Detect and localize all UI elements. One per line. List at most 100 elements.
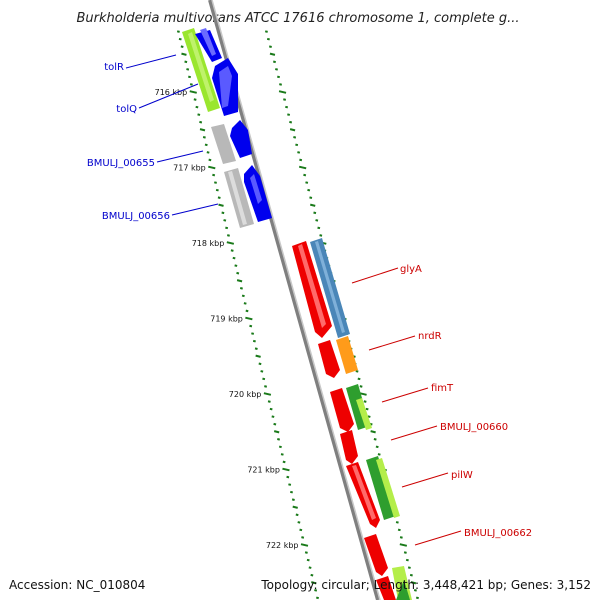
minor-tick	[199, 128, 206, 132]
minor-tick	[268, 45, 272, 48]
minor-tick	[288, 483, 292, 486]
minor-tick	[293, 136, 297, 139]
minor-tick	[199, 120, 203, 124]
label-tolR[interactable]: tolR	[104, 62, 124, 73]
minor-tick	[310, 573, 314, 577]
minor-tick	[375, 445, 379, 449]
major-tick	[282, 467, 290, 472]
minor-tick	[218, 203, 224, 207]
minor-tick	[410, 581, 417, 585]
minor-tick	[291, 498, 295, 501]
minor-tick	[311, 581, 317, 585]
minor-tick	[188, 75, 192, 79]
minor-tick	[303, 173, 307, 177]
minor-tick	[377, 453, 381, 456]
label-tolQ[interactable]: tolQ	[116, 104, 137, 115]
minor-tick	[277, 75, 280, 79]
minor-tick	[415, 596, 419, 600]
minor-tick	[308, 566, 312, 569]
minor-tick	[295, 143, 299, 147]
minor-tick	[315, 219, 319, 222]
minor-tick	[304, 551, 308, 554]
minor-tick	[397, 528, 401, 532]
minor-tick	[204, 143, 208, 147]
minor-tick	[206, 151, 210, 154]
minor-tick	[258, 362, 262, 366]
minor-tick	[260, 370, 264, 373]
minor-tick	[357, 377, 361, 381]
minor-tick	[189, 83, 193, 86]
gene-labels-plus: glyA nrdR fimT BMULJ_00660 pilW BMULJ_00…	[351, 264, 532, 546]
minor-tick	[305, 181, 309, 184]
cog-strip-BMULJ_00655	[211, 124, 236, 164]
tick-label-717: 717 kbp	[173, 164, 206, 173]
gene-BMULJ_00662[interactable]	[364, 534, 388, 576]
accession-text: Accession: NC_010804	[9, 578, 146, 592]
minor-tick	[370, 430, 376, 434]
minor-tick	[275, 68, 278, 71]
minor-tick	[363, 400, 367, 403]
minor-tick	[195, 105, 199, 109]
minor-tick	[249, 324, 253, 328]
minor-tick	[178, 37, 182, 41]
minor-tick	[243, 302, 247, 305]
minor-tick	[176, 30, 180, 33]
minor-tick	[317, 226, 321, 230]
minor-tick	[319, 234, 323, 237]
minor-tick	[306, 558, 310, 562]
minor-tick	[234, 264, 238, 267]
genes-plus	[292, 241, 396, 600]
major-tick	[208, 165, 216, 170]
minor-tick	[307, 188, 311, 192]
label-pilW[interactable]: pilW	[451, 470, 473, 481]
minor-tick	[213, 181, 217, 184]
label-glyA[interactable]: glyA	[400, 264, 422, 275]
minor-tick	[180, 45, 184, 48]
tick-label-719: 719 kbp	[210, 315, 243, 324]
minor-tick	[208, 158, 212, 162]
minor-tick	[225, 226, 229, 230]
minor-tick	[215, 188, 219, 192]
minor-tick	[230, 249, 234, 252]
major-tick	[399, 543, 408, 547]
minor-tick	[212, 173, 216, 177]
minor-tick	[280, 453, 284, 456]
minor-tick	[403, 551, 407, 554]
minor-tick	[186, 68, 190, 71]
minor-tick	[181, 52, 187, 56]
minor-tick	[399, 536, 403, 539]
label-fimT[interactable]: fimT	[431, 383, 454, 394]
minor-tick	[315, 596, 319, 600]
minor-tick	[251, 332, 255, 335]
minor-tick	[309, 196, 313, 199]
minor-tick	[264, 30, 268, 33]
gene-BMULJ_00655[interactable]	[230, 120, 252, 158]
minor-tick	[285, 105, 289, 109]
minor-tick	[266, 37, 270, 41]
label-BMULJ_00662[interactable]: BMULJ_00662	[464, 528, 532, 539]
tick-label-720: 720 kbp	[229, 390, 262, 399]
minor-tick	[255, 354, 261, 358]
minor-tick	[301, 536, 305, 539]
minor-tick	[309, 203, 316, 207]
tick-label-718: 718 kbp	[192, 239, 225, 248]
gene-nrdR[interactable]	[318, 340, 340, 378]
gene-BMULJ_00660[interactable]	[340, 430, 358, 464]
minor-tick	[236, 279, 243, 283]
minor-tick	[292, 505, 298, 509]
gene-fimT[interactable]	[330, 388, 354, 432]
label-BMULJ_00660[interactable]: BMULJ_00660	[440, 422, 508, 433]
minor-tick	[355, 370, 359, 373]
minor-tick	[289, 120, 293, 124]
major-tick	[359, 392, 367, 396]
minor-tick	[264, 385, 268, 388]
minor-tick	[273, 430, 280, 434]
tick-label-722: 722 kbp	[266, 541, 299, 550]
minor-tick	[413, 589, 417, 592]
label-BMULJ_00655[interactable]: BMULJ_00655	[87, 158, 155, 169]
minor-tick	[409, 573, 413, 577]
label-BMULJ_00656[interactable]: BMULJ_00656	[102, 211, 170, 222]
label-nrdR[interactable]: nrdR	[418, 331, 442, 342]
minor-tick	[245, 309, 249, 313]
minor-tick	[252, 339, 256, 343]
